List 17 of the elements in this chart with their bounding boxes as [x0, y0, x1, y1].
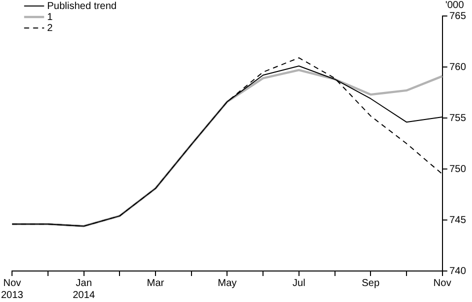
legend-label: Published trend	[47, 0, 117, 12]
x-tick-label: May	[218, 278, 237, 289]
y-tick-label: 760	[449, 62, 466, 73]
x-tick-label: Sep	[362, 278, 380, 289]
x-tick-label: Mar	[146, 278, 165, 289]
y-axis-title: '000	[445, 0, 464, 11]
x-tick-label: Jan 2014	[72, 278, 96, 301]
y-tick-label: 750	[449, 164, 466, 175]
y-tick-label: 740	[449, 266, 466, 277]
x-tick-label: Nov 2013	[1, 278, 24, 301]
legend-label: 2	[47, 22, 54, 34]
x-tick-label: Jul	[292, 278, 306, 289]
y-tick-label: 755	[449, 112, 466, 124]
y-tick-label: 765	[449, 10, 466, 22]
legend-label: 1	[47, 12, 54, 23]
x-tick-label: Nov	[433, 278, 452, 289]
y-tick-label: 745	[449, 214, 466, 226]
